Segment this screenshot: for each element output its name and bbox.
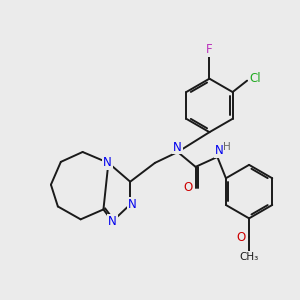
Text: F: F [206,44,213,56]
Text: N: N [128,198,136,211]
Text: H: H [224,142,231,152]
Text: Cl: Cl [249,72,261,85]
Text: O: O [183,181,192,194]
Text: N: N [215,145,224,158]
Text: N: N [108,215,117,228]
Text: CH₃: CH₃ [239,252,259,262]
Text: N: N [103,156,112,170]
Text: O: O [236,231,246,244]
Text: N: N [173,140,182,154]
